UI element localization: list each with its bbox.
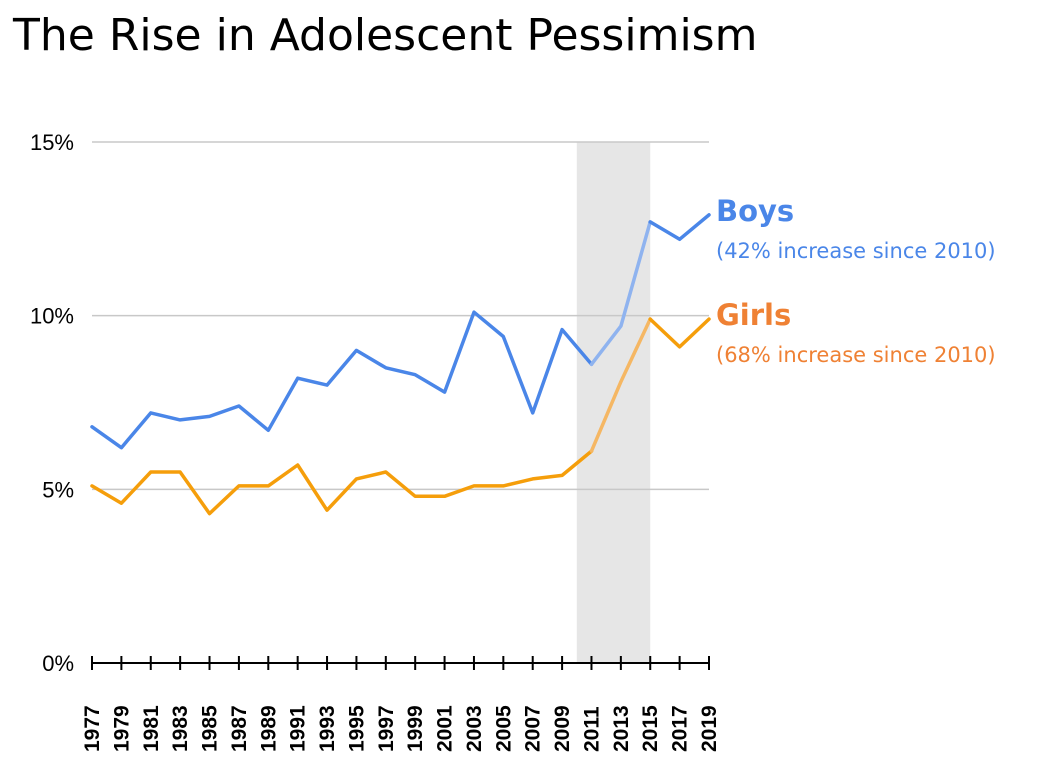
- y-tick-label: 15%: [30, 130, 74, 155]
- x-tick-label: 2001: [434, 705, 457, 752]
- series-line-girls: [648, 317, 711, 349]
- x-tick-label: 2015: [639, 705, 662, 752]
- x-tick-label: 1995: [345, 705, 368, 752]
- series-line-boys: [90, 310, 594, 450]
- x-tick-label: 1989: [257, 705, 280, 752]
- x-tick-label: 2013: [610, 705, 633, 752]
- chart-title: The Rise in Adolescent Pessimism: [13, 10, 758, 61]
- x-tick-label: 1981: [140, 705, 163, 752]
- series-label-boys: Boys: [716, 194, 794, 228]
- y-tick-label: 0%: [42, 651, 74, 676]
- y-tick-label: 10%: [30, 304, 74, 329]
- x-tick-label: 2011: [580, 706, 603, 752]
- y-tick-label-group: 0% 5% 10% 15%: [30, 130, 74, 676]
- series-line-girls: [90, 449, 594, 516]
- series-line-girls: [589, 317, 652, 453]
- x-tick-label: 1991: [287, 705, 310, 752]
- x-tick-label: 2003: [463, 705, 486, 752]
- x-tick-label: 2007: [522, 705, 545, 752]
- x-tick-label: 1983: [169, 705, 192, 752]
- series-note-girls: (68% increase since 2010): [716, 343, 996, 367]
- x-tick-label-group: 1977 1979 1981 1983 1985 1987 1989 1991 1993 1995…: [81, 705, 721, 752]
- y-tick-label: 5%: [42, 477, 74, 502]
- series-line-group: [90, 213, 711, 516]
- series-line-boys: [589, 220, 652, 367]
- x-tick-label: 1985: [199, 705, 222, 752]
- series-line-boys: [648, 213, 711, 242]
- x-tick-label: 1977: [81, 705, 104, 752]
- gridline-group: [92, 141, 709, 491]
- x-tick-label: 2019: [698, 705, 721, 752]
- x-tick-label: 2005: [492, 705, 515, 752]
- x-tick-label: 1987: [228, 705, 251, 752]
- x-tick-label: 1997: [375, 705, 398, 752]
- series-label-group: Boys (42% increase since 2010) Girls (68% i…: [716, 194, 996, 367]
- x-tick-label: 2017: [669, 705, 692, 752]
- x-tick-label: 1993: [316, 705, 339, 752]
- x-tick-label: 1979: [110, 705, 133, 752]
- x-tick-label: 2009: [551, 705, 574, 752]
- series-note-boys: (42% increase since 2010): [716, 239, 996, 263]
- x-tick-label: 1999: [404, 705, 427, 752]
- x-axis-group: [91, 656, 710, 670]
- series-label-girls: Girls: [716, 298, 791, 332]
